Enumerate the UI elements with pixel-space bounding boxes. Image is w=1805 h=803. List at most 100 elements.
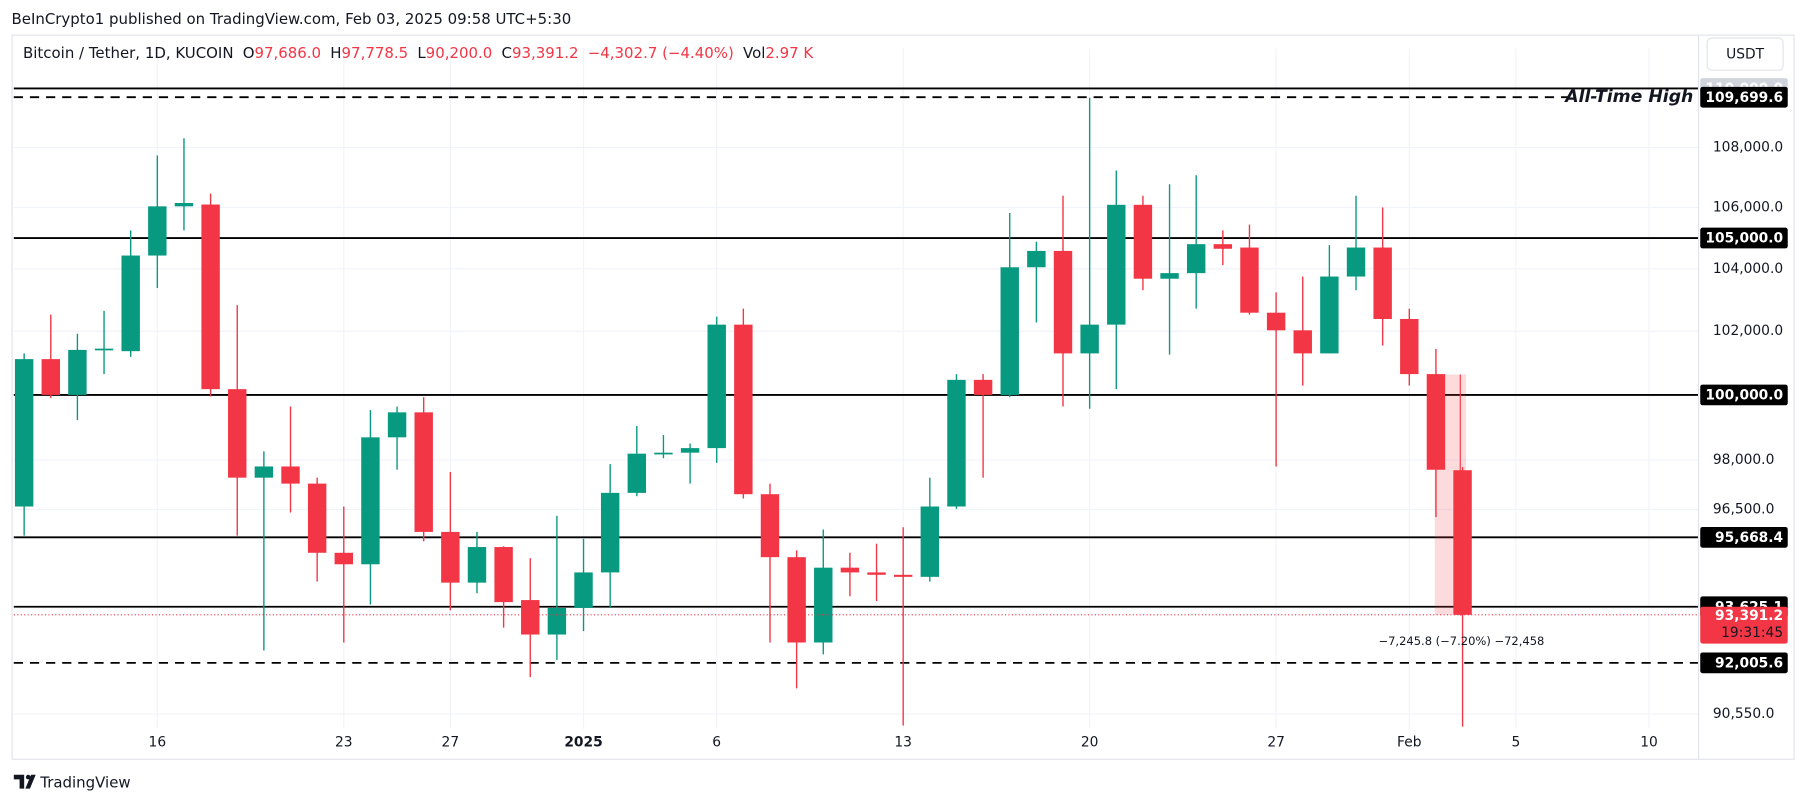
candle-body [973, 379, 993, 395]
candle-body [574, 572, 593, 608]
candle-body [1027, 250, 1046, 268]
legend-title: Bitcoin / Tether, 1D, KUCOIN [23, 43, 233, 61]
x-tick-label: 13 [894, 735, 912, 751]
level-label: 95,668.4 [1715, 530, 1783, 546]
candle-body [1160, 273, 1179, 279]
candle-body [174, 203, 194, 207]
candle-body [1346, 247, 1366, 277]
level-badge [1700, 227, 1788, 249]
y-tick-label: 104,000.0 [1713, 261, 1783, 277]
legend-value: 97,686.0 [255, 43, 322, 61]
candle-body [1107, 204, 1126, 325]
candle-body [361, 437, 380, 565]
legend-value: 93,391.2 [512, 43, 579, 61]
candle-body [1373, 247, 1392, 319]
publish-info: BeInCrypto1 published on TradingView.com… [12, 10, 572, 28]
price-countdown: 19:31:45 [1721, 625, 1783, 641]
x-tick-label: Feb [1397, 735, 1421, 751]
measure-box [1434, 374, 1467, 615]
legend-key: O [243, 43, 255, 61]
candle-body [254, 466, 274, 478]
ohlc-legend: Bitcoin / Tether, 1D, KUCOIN O97,686.0 H97… [23, 43, 814, 61]
legend-value: 90,200.0 [426, 43, 493, 61]
candle-body [920, 506, 940, 577]
candle-body [1133, 204, 1153, 279]
candle-body [307, 483, 327, 553]
y-tick-label: 106,000.0 [1713, 200, 1783, 216]
candle-body [1213, 244, 1233, 249]
x-tick-label: 23 [335, 735, 353, 751]
candle-body [1240, 247, 1259, 313]
level-label: 105,000.0 [1705, 231, 1783, 247]
y-tick-label: 96,500.0 [1713, 501, 1774, 517]
price-label: 93,391.2 [1715, 608, 1783, 624]
currency-button[interactable] [1706, 37, 1784, 71]
x-tick-label: 5 [1511, 735, 1520, 751]
candle-body [1053, 250, 1073, 354]
level-badge [1700, 86, 1788, 108]
candle-body [1293, 330, 1312, 354]
candle-body [1000, 267, 1019, 395]
candle-body [1320, 276, 1339, 354]
candle-body [14, 359, 34, 507]
y-tick-label: 98,000.0 [1713, 452, 1774, 468]
legend-volume-key: Vol [743, 43, 765, 61]
legend-volume-value: 2.97 K [765, 43, 814, 61]
candle-body [680, 448, 700, 453]
candle-body [893, 574, 913, 577]
axis: 108,000.0 106,000.0 104,000.0 102,000.0 98,0… [149, 78, 1788, 751]
candle-body [600, 492, 620, 573]
candle-body [707, 324, 726, 449]
candle-body [1426, 374, 1446, 470]
candle-body [627, 453, 647, 493]
currency-label[interactable]: USDT [1726, 47, 1764, 63]
candle-body [1186, 244, 1206, 274]
candle-body [94, 348, 114, 351]
candle-body [547, 607, 567, 635]
level-badge [1700, 652, 1788, 674]
x-tick-label: 6 [712, 735, 721, 751]
candle-body [68, 349, 87, 395]
brand-logo [13, 774, 36, 789]
level-note: All-Time High [1563, 87, 1693, 107]
candle-body [281, 466, 300, 484]
candle-body [654, 452, 673, 455]
x-tick-label: 16 [149, 735, 167, 751]
y-tick-label: 108,000.0 [1713, 139, 1783, 155]
legend-key: C [501, 43, 511, 61]
level-badge [1700, 384, 1788, 406]
candle-body [1080, 324, 1099, 354]
legend-change: −4,302.7 (−4.40%) [588, 43, 734, 61]
y-tick-label: 102,000.0 [1713, 323, 1783, 339]
measure-label: −7,245.8 (−7.20%) −72,458 [1378, 634, 1544, 648]
candle-body [787, 557, 806, 643]
candle-body [1400, 318, 1419, 375]
legend-key: H [330, 43, 341, 61]
level-label: 109,699.6 [1705, 90, 1783, 106]
candle-body [947, 379, 966, 507]
measure-arrow-head [1455, 607, 1466, 616]
legend-key: L [417, 43, 426, 61]
candle-body [387, 412, 407, 438]
candle-body [1453, 470, 1472, 615]
logo-mark [13, 774, 36, 789]
level-label: 92,005.6 [1715, 655, 1783, 671]
candle-body [228, 389, 247, 478]
candle-body [467, 547, 487, 583]
candle-body [1266, 312, 1286, 331]
brand: TradingView [39, 773, 130, 791]
chart-frame [11, 34, 1795, 760]
candle-body [148, 206, 167, 256]
price-badge [1700, 606, 1788, 644]
candle-body [840, 567, 860, 573]
x-tick-label: 27 [442, 735, 460, 751]
candle-body [334, 552, 353, 565]
x-tick-label: 10 [1640, 735, 1658, 751]
candle-body [760, 494, 780, 558]
candle-body [521, 600, 540, 635]
level-badge [1700, 526, 1788, 548]
candle-body [867, 572, 886, 575]
candle-body [734, 324, 753, 495]
